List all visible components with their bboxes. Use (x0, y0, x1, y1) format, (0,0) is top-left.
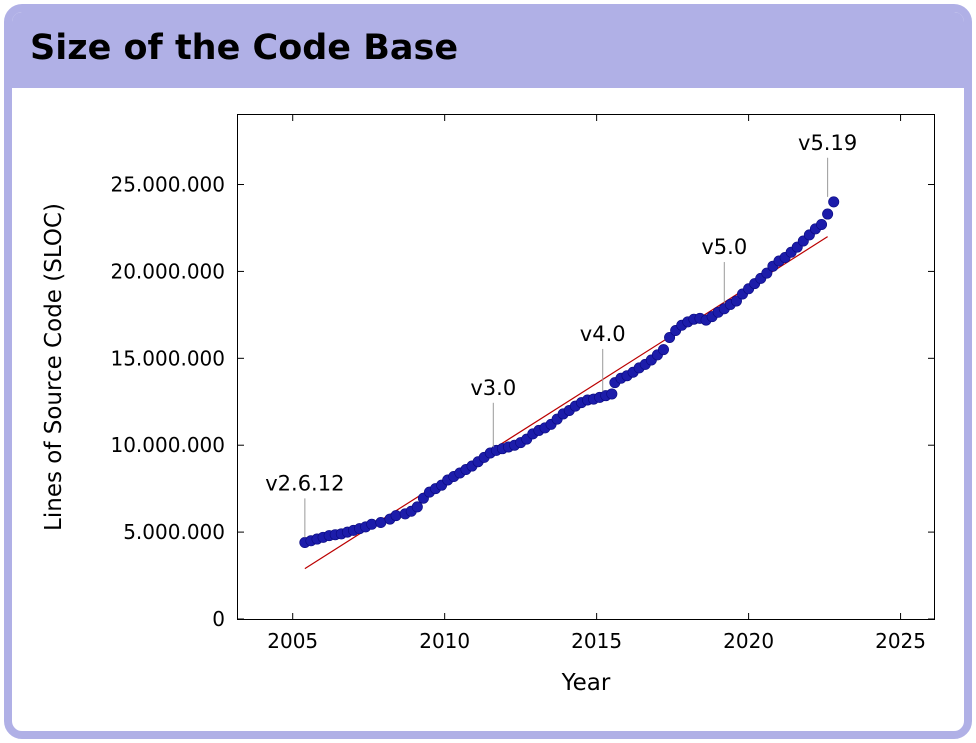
x-axis-label: Year (561, 670, 611, 696)
y-tick-label: 25.000.000 (110, 173, 225, 197)
y-tick-label: 10.000.000 (110, 433, 225, 457)
data-point (816, 218, 828, 230)
data-point (390, 510, 402, 522)
y-tick-label: 5.000.000 (123, 520, 225, 544)
data-point (730, 295, 742, 307)
data-point (828, 196, 840, 208)
data-point (366, 518, 378, 530)
x-tick-label: 2015 (571, 629, 622, 653)
y-axis: 0 5.000.000 10.000.000 15.000.000 20.000.000… (110, 173, 934, 631)
data-point (664, 331, 676, 343)
data-point (411, 501, 423, 513)
annotation-label: v3.0 (470, 376, 516, 400)
x-tick-label: 2020 (723, 629, 774, 653)
frame-header: Size of the Code Base (12, 12, 964, 88)
slide-frame: Size of the Code Base v2.6.12 v3.0 v4.0 v5.… (4, 4, 972, 739)
data-point (606, 388, 618, 400)
y-tick-label: 0 (212, 607, 225, 631)
x-tick-label: 2025 (875, 629, 926, 653)
annotation-label: v2.6.12 (265, 471, 344, 495)
data-point (822, 208, 834, 220)
data-point (761, 267, 773, 279)
data-point (658, 344, 670, 356)
x-tick-label: 2005 (267, 629, 318, 653)
x-axis: 2005 2010 2015 2020 2025 (267, 115, 926, 653)
annotation-label: v5.0 (701, 235, 747, 259)
y-tick-label: 15.000.000 (110, 346, 225, 370)
y-tick-label: 20.000.000 (110, 259, 225, 283)
frame-title: Size of the Code Base (30, 28, 459, 68)
x-tick-label: 2010 (419, 629, 470, 653)
annotation-layer: v2.6.12 v3.0 v4.0 v5.0 v5.19 (265, 131, 857, 538)
y-axis-label: Lines of Source Code (SLOC) (41, 203, 67, 531)
plot-frame (237, 114, 935, 620)
point-layer (299, 196, 840, 549)
sloc-scatter-chart: v2.6.12 v3.0 v4.0 v5.0 v5.19 2005 2010 2015 202… (41, 114, 935, 696)
annotation-label: v5.19 (798, 131, 857, 155)
annotation-label: v4.0 (580, 322, 626, 346)
